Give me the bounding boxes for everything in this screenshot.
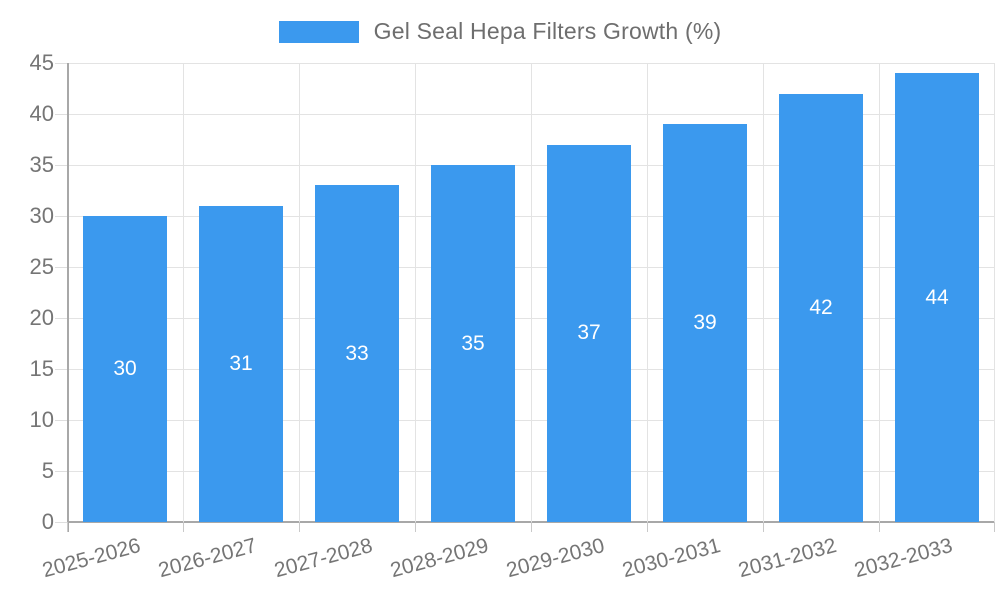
- bar: [663, 124, 747, 522]
- y-axis-line: [67, 63, 69, 532]
- bar-value-label: 42: [809, 295, 833, 319]
- x-tick-mark: [994, 522, 995, 532]
- y-tick-label: 35: [29, 152, 54, 177]
- bar-value-label: 35: [461, 331, 485, 355]
- bar-value-label: 31: [229, 351, 253, 375]
- y-tick-mark: [55, 114, 67, 115]
- vertical-gridline: [878, 63, 880, 522]
- x-tick-mark: [879, 522, 880, 532]
- bar-value-label: 30: [113, 357, 137, 380]
- y-tick-label: 0: [41, 509, 54, 534]
- vertical-gridline: [762, 63, 764, 522]
- bar: [199, 205, 283, 522]
- vertical-gridline: [182, 63, 184, 522]
- y-tick-label: 15: [29, 356, 54, 381]
- chart-legend: Gel Seal Hepa Filters Growth (%): [0, 18, 1000, 45]
- x-tick-mark: [67, 522, 68, 532]
- x-tick-mark: [415, 522, 416, 532]
- legend-swatch: [278, 20, 359, 43]
- y-tick-mark: [55, 165, 67, 166]
- vertical-gridline: [530, 63, 532, 522]
- y-tick-mark: [55, 267, 67, 268]
- x-tick-mark: [763, 522, 764, 532]
- x-tick-mark: [299, 522, 300, 532]
- plot-area: 30 31 33 35 37 39 42 44: [67, 63, 995, 523]
- bar-value-label: 39: [693, 311, 717, 335]
- y-tick-label: 20: [29, 305, 54, 330]
- bar: [431, 165, 515, 522]
- y-tick-mark: [55, 420, 67, 421]
- bar: [83, 216, 167, 522]
- y-tick-label: 25: [29, 254, 54, 279]
- x-tick-mark: [183, 522, 184, 532]
- x-tick-mark: [647, 522, 648, 532]
- bar: [547, 144, 631, 522]
- y-tick-mark: [55, 369, 67, 370]
- vertical-gridline: [646, 63, 648, 522]
- bar: [895, 73, 979, 522]
- y-tick-mark: [55, 522, 67, 523]
- vertical-gridline: [298, 63, 300, 522]
- y-tick-mark: [55, 471, 67, 472]
- y-tick-label: 5: [41, 458, 54, 483]
- bar-value-label: 44: [925, 285, 949, 309]
- x-tick-mark: [531, 522, 532, 532]
- y-tick-mark: [55, 216, 67, 217]
- legend-label: Gel Seal Hepa Filters Growth (%): [373, 18, 722, 44]
- bar-value-label: 37: [577, 321, 601, 345]
- y-tick-mark: [55, 63, 67, 64]
- y-tick-mark: [55, 318, 67, 319]
- vertical-gridline: [994, 63, 995, 522]
- bar: [315, 185, 399, 522]
- bar-value-label: 33: [345, 341, 369, 365]
- y-tick-label: 30: [29, 203, 54, 228]
- bar: [779, 93, 863, 522]
- y-tick-label: 40: [29, 101, 54, 126]
- y-tick-label: 10: [29, 407, 54, 432]
- y-tick-label: 45: [29, 50, 54, 75]
- vertical-gridline: [414, 63, 416, 522]
